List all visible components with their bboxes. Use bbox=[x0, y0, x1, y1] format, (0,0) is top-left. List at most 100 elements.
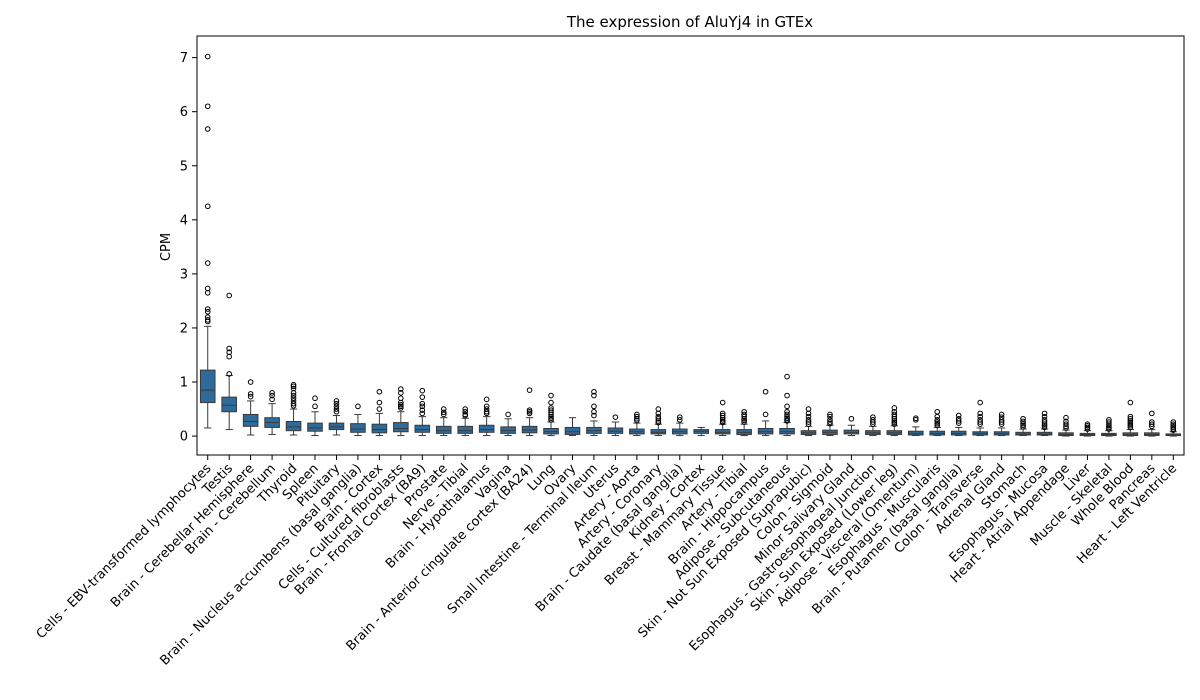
box-group bbox=[521, 387, 538, 437]
box-group bbox=[800, 406, 817, 437]
outlier-point bbox=[784, 403, 790, 410]
outlier-point bbox=[1106, 419, 1112, 425]
outlier-point bbox=[934, 419, 941, 425]
outlier-point bbox=[1170, 424, 1177, 431]
outlier-point bbox=[204, 126, 211, 132]
outlier-point bbox=[419, 410, 426, 417]
outlier-point bbox=[891, 421, 898, 427]
box bbox=[543, 428, 559, 435]
outlier-point bbox=[1149, 421, 1155, 427]
outlier-point bbox=[398, 399, 404, 406]
outlier-point bbox=[1084, 423, 1091, 429]
box bbox=[607, 427, 624, 434]
box-group bbox=[564, 417, 581, 437]
outlier-point bbox=[634, 417, 640, 424]
box bbox=[435, 425, 452, 434]
outlier-point bbox=[955, 418, 962, 424]
box-group bbox=[629, 411, 645, 437]
outlier-point bbox=[934, 422, 941, 429]
box-group bbox=[435, 406, 452, 437]
outlier-point bbox=[591, 403, 597, 410]
outlier-point bbox=[977, 421, 983, 427]
y-tick-label: 3 bbox=[180, 267, 188, 282]
outlier-point bbox=[805, 419, 812, 425]
box-group bbox=[1144, 410, 1160, 437]
outlier-point bbox=[269, 392, 275, 399]
outlier-point bbox=[204, 290, 211, 296]
outlier-point bbox=[440, 409, 447, 416]
box bbox=[500, 426, 516, 434]
outlier-point bbox=[1041, 413, 1048, 420]
box-group bbox=[328, 398, 345, 436]
y-tick-label: 1 bbox=[180, 376, 188, 391]
outlier-point bbox=[247, 391, 254, 397]
box-group bbox=[993, 411, 1010, 437]
outlier-point bbox=[762, 411, 769, 418]
box bbox=[414, 424, 431, 433]
box bbox=[371, 423, 388, 434]
box-group bbox=[607, 414, 624, 437]
box-group bbox=[736, 408, 752, 437]
box-group bbox=[907, 415, 924, 437]
outlier-point bbox=[934, 408, 941, 415]
box-group bbox=[757, 388, 774, 437]
outlier-point bbox=[1084, 424, 1091, 431]
outlier-point bbox=[891, 419, 898, 426]
outlier-point bbox=[634, 415, 640, 422]
outlier-point bbox=[290, 403, 297, 409]
outlier-point bbox=[204, 317, 211, 323]
outlier-point bbox=[419, 394, 426, 400]
box-group bbox=[350, 403, 366, 437]
box-group bbox=[671, 414, 688, 437]
outlier-point bbox=[741, 415, 747, 422]
outlier-point bbox=[1127, 415, 1134, 422]
outlier-point bbox=[483, 408, 490, 415]
outlier-point bbox=[483, 403, 490, 410]
outlier-point bbox=[676, 414, 683, 420]
box-group bbox=[199, 53, 216, 429]
outlier-point bbox=[462, 408, 469, 415]
outlier-point bbox=[526, 410, 533, 417]
outlier-point bbox=[1170, 427, 1177, 433]
outlier-point bbox=[419, 403, 426, 410]
outlier-point bbox=[977, 399, 983, 406]
outlier-point bbox=[290, 381, 297, 388]
box-group bbox=[264, 390, 280, 435]
y-tick-label: 7 bbox=[180, 51, 188, 66]
outlier-point bbox=[204, 103, 211, 110]
box bbox=[779, 428, 795, 435]
outlier-point bbox=[398, 403, 404, 410]
outlier-point bbox=[1020, 418, 1026, 425]
outlier-point bbox=[1020, 420, 1026, 427]
outlier-point bbox=[934, 420, 941, 427]
y-tick-label: 0 bbox=[180, 430, 188, 445]
outlier-point bbox=[1170, 419, 1177, 425]
outlier-point bbox=[655, 418, 662, 424]
box-group bbox=[543, 392, 559, 437]
outlier-point bbox=[719, 417, 726, 423]
outlier-point bbox=[784, 415, 790, 422]
outlier-point bbox=[719, 399, 726, 406]
outlier-point bbox=[805, 413, 812, 420]
box bbox=[478, 424, 495, 433]
y-tick-label: 2 bbox=[180, 321, 188, 336]
box-group bbox=[950, 412, 967, 437]
outlier-point bbox=[204, 53, 211, 60]
box bbox=[457, 425, 474, 434]
box-group bbox=[693, 426, 710, 437]
outlier-point bbox=[977, 419, 983, 425]
outlier-point bbox=[398, 405, 404, 411]
outlier-point bbox=[226, 345, 232, 352]
outlier-point bbox=[655, 415, 662, 422]
outlier-point bbox=[419, 387, 426, 394]
outlier-point bbox=[784, 418, 790, 424]
outlier-point bbox=[548, 399, 554, 406]
outlier-point bbox=[462, 406, 469, 412]
outlier-point bbox=[290, 383, 297, 390]
box-group bbox=[457, 406, 474, 437]
outlier-point bbox=[548, 392, 554, 399]
y-axis-ticks: 0 1 2 3 4 5 6 7 bbox=[180, 51, 197, 445]
outlier-point bbox=[870, 421, 876, 427]
boxes bbox=[199, 53, 1182, 437]
outlier-point bbox=[376, 406, 383, 412]
